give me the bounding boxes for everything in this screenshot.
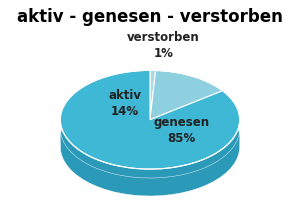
Text: aktiv - genesen - verstorben: aktiv - genesen - verstorben — [17, 8, 283, 26]
Text: aktiv
14%: aktiv 14% — [108, 89, 141, 118]
Wedge shape — [60, 70, 240, 169]
Polygon shape — [61, 130, 240, 196]
Text: genesen
85%: genesen 85% — [153, 116, 209, 145]
Text: verstorben
1%: verstorben 1% — [127, 31, 200, 60]
Wedge shape — [150, 70, 156, 120]
Ellipse shape — [60, 88, 240, 187]
Wedge shape — [150, 70, 223, 120]
